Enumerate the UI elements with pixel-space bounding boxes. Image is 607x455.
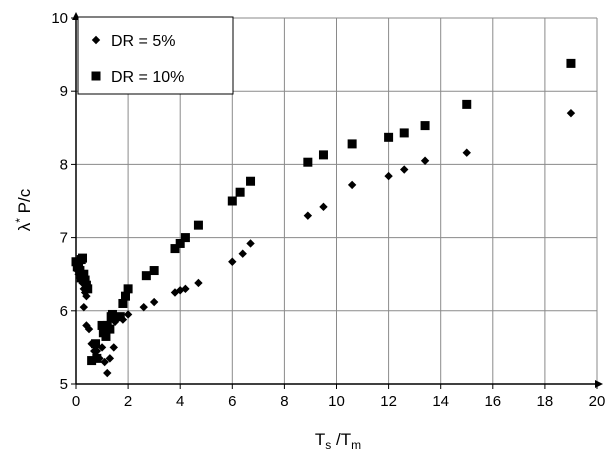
data-point-diamond [79,302,89,312]
data-point-diamond [384,171,393,181]
x-tick-label: 6 [228,393,236,410]
data-point-square [318,150,328,160]
data-point-diamond [181,284,190,294]
series-2 [71,58,576,366]
data-point-diamond [462,148,471,157]
data-point-diamond [92,346,102,356]
x-tick-label: 10 [328,393,345,410]
data-point-diamond [139,302,148,312]
x-tick-label: 0 [72,393,80,410]
x-tick-label: 16 [484,393,501,410]
data-point-diamond [566,108,576,118]
data-point-diamond [100,357,109,367]
y-tick-label: 7 [60,230,68,247]
data-point-square [193,220,203,230]
data-point-square [235,187,245,197]
data-point-square [115,312,125,322]
data-point-square [462,99,472,109]
x-axis-arrow-icon [595,380,603,388]
series-1 [73,108,576,378]
data-point-diamond [149,297,159,307]
data-point-square [78,253,88,263]
x-tick-label: 18 [537,393,554,410]
y-tick-label: 5 [60,376,68,393]
data-point-diamond [109,343,118,352]
data-point-square [420,121,430,131]
legend-box [77,16,234,95]
data-point-diamond [400,165,409,174]
data-point-square [87,356,97,366]
y-axis-label: λ* P/c [13,188,34,231]
data-point-square [149,266,159,276]
data-point-square [76,273,86,283]
y-tick-label: 8 [60,156,68,173]
data-point-square [91,339,101,349]
data-point-square [97,320,107,330]
data-point-square [92,353,102,363]
data-point-diamond [303,211,313,220]
data-point-square [83,284,93,294]
data-point-square [101,331,111,341]
data-point-square [399,128,409,138]
y-tick-label: 6 [60,303,68,320]
data-point-square [303,157,313,167]
x-tick-label: 2 [124,393,132,410]
y-tick-labels: 5 6 7 8 9 10 [51,10,76,393]
data-point-diamond [228,257,237,266]
data-point-square [347,139,357,149]
data-point-diamond [82,321,91,330]
grid [76,17,598,384]
data-point-square [246,176,256,186]
data-point-square [107,309,117,319]
data-point-diamond [194,278,203,288]
data-point-diamond [347,180,357,190]
y-tick-label: 9 [60,83,68,100]
data-point-square [120,291,130,301]
data-point-square [227,196,237,206]
x-tick-label: 8 [280,393,288,410]
x-tick-label: 12 [380,393,397,410]
x-tick-labels: 0 2 4 6 8 10 12 14 16 18 20 [72,384,606,410]
data-point-diamond [105,354,115,363]
y-tick-label: 10 [51,10,68,27]
data-point-diamond [246,239,255,248]
data-points [71,58,576,378]
data-point-diamond [420,156,430,165]
data-point-diamond [84,324,94,334]
data-point-square [105,324,115,334]
legend-marker-square [91,71,101,81]
legend: DR = 5% DR = 10% [77,16,234,95]
data-point-square [175,238,185,248]
legend-label: DR = 10% [111,69,184,86]
data-point-square [141,271,151,281]
data-point-square [118,298,128,308]
legend-marker-diamond [91,35,101,45]
x-tick-label: 14 [432,393,449,410]
legend-label: DR = 5% [111,33,175,50]
x-tick-label: 4 [176,393,184,410]
x-axis-label: Ts /Tm [315,430,361,452]
data-point-square [566,58,576,68]
data-point-square [123,284,133,294]
data-point-diamond [82,291,91,301]
data-point-diamond [123,310,133,319]
data-point-diamond [238,249,247,258]
data-point-square [74,260,84,270]
x-tick-label: 20 [589,393,606,410]
data-point-square [170,244,180,254]
data-point-square [384,132,394,142]
data-point-square [180,233,190,243]
data-point-diamond [319,202,328,212]
data-point-diamond [103,368,112,378]
